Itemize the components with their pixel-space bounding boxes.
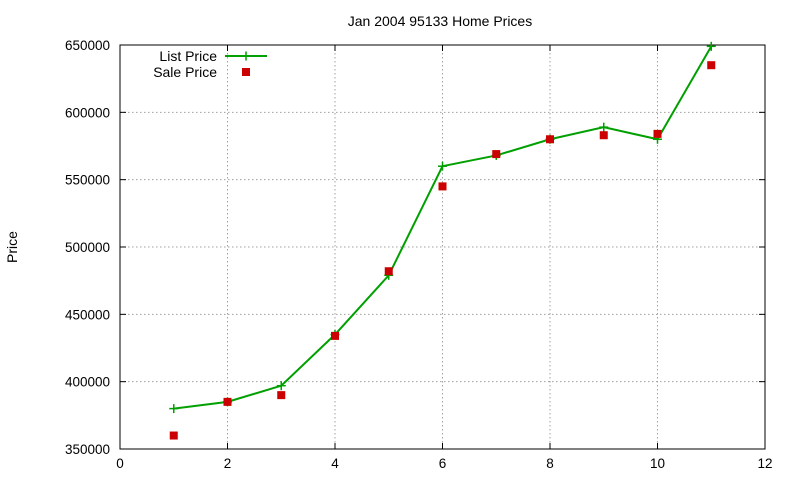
sale-price-point <box>599 131 608 140</box>
x-tick-label: 4 <box>331 456 339 471</box>
list-price-point <box>706 41 716 51</box>
x-tick-label: 12 <box>757 456 772 471</box>
x-tick-label: 6 <box>439 456 447 471</box>
x-tick-label: 2 <box>224 456 232 471</box>
sale-price-point <box>707 61 716 70</box>
series-marks <box>169 41 716 440</box>
y-tick-label: 550000 <box>65 173 110 188</box>
axis-ticks: 0 2 4 6 8 10 12 350000 400000 450000 500000 550000 6… <box>65 38 773 471</box>
sale-price-point <box>169 431 178 440</box>
sale-price-point <box>277 391 286 400</box>
x-tick-label: 0 <box>116 456 124 471</box>
legend-label: List Price <box>159 48 217 64</box>
list-price-point <box>599 122 609 132</box>
list-price-point <box>438 161 447 171</box>
x-tick-label: 10 <box>650 456 665 471</box>
sale-price-point <box>331 331 339 340</box>
list-price-point <box>276 381 286 391</box>
y-tick-label: 600000 <box>65 105 110 120</box>
sale-price-point <box>492 150 501 159</box>
sale-price-point <box>438 182 447 191</box>
y-tick-label: 650000 <box>65 38 110 53</box>
legend-label: Sale Price <box>153 64 217 80</box>
x-tick-label: 8 <box>546 456 554 471</box>
y-axis-label: Price <box>4 231 20 263</box>
y-tick-label: 500000 <box>65 240 110 255</box>
sale-price-point <box>546 135 554 144</box>
y-tick-label: 450000 <box>65 307 110 322</box>
list-price-point <box>169 404 179 414</box>
grid-lines <box>120 45 765 449</box>
legend-plus-marker <box>241 51 251 61</box>
sale-price-point <box>653 129 662 138</box>
y-tick-label: 350000 <box>65 442 110 457</box>
sale-price-point <box>223 397 232 406</box>
legend-square-marker <box>242 68 250 76</box>
sale-price-point <box>384 267 393 276</box>
y-tick-label: 400000 <box>65 375 110 390</box>
chart-title: Jan 2004 95133 Home Prices <box>348 13 532 29</box>
